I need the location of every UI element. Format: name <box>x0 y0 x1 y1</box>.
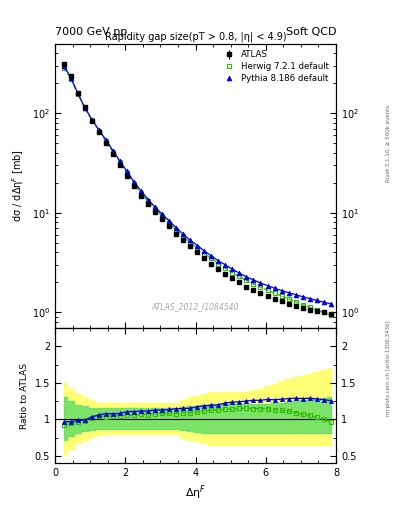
Herwig 7.2.1 default <box>258 284 263 290</box>
Text: 7000 GeV pp: 7000 GeV pp <box>55 27 127 37</box>
Y-axis label: dσ / dΔη$^F$ [mb]: dσ / dΔη$^F$ [mb] <box>10 150 26 222</box>
Herwig 7.2.1 default <box>97 127 101 134</box>
Pythia 8.186 default <box>293 291 298 297</box>
Legend: ATLAS, Herwig 7.2.1 default, Pythia 8.186 default: ATLAS, Herwig 7.2.1 default, Pythia 8.18… <box>218 48 332 85</box>
Pythia 8.186 default <box>265 283 270 289</box>
Pythia 8.186 default <box>300 294 305 300</box>
Herwig 7.2.1 default <box>195 245 200 251</box>
Herwig 7.2.1 default <box>174 227 178 233</box>
Pythia 8.186 default <box>181 231 185 237</box>
Pythia 8.186 default <box>258 280 263 286</box>
Herwig 7.2.1 default <box>237 273 242 280</box>
Y-axis label: Ratio to ATLAS: Ratio to ATLAS <box>20 362 29 429</box>
Pythia 8.186 default <box>153 204 158 210</box>
Pythia 8.186 default <box>83 104 87 111</box>
Herwig 7.2.1 default <box>110 148 115 155</box>
Herwig 7.2.1 default <box>139 190 143 196</box>
Herwig 7.2.1 default <box>146 199 151 205</box>
Herwig 7.2.1 default <box>104 138 108 144</box>
Pythia 8.186 default <box>272 285 277 291</box>
Herwig 7.2.1 default <box>272 290 277 296</box>
Pythia 8.186 default <box>223 262 228 268</box>
Line: Herwig 7.2.1 default: Herwig 7.2.1 default <box>61 66 333 317</box>
Herwig 7.2.1 default <box>300 302 305 308</box>
Pythia 8.186 default <box>97 127 101 133</box>
Herwig 7.2.1 default <box>75 91 80 97</box>
Herwig 7.2.1 default <box>230 270 235 276</box>
Herwig 7.2.1 default <box>167 220 171 226</box>
Herwig 7.2.1 default <box>329 312 333 318</box>
X-axis label: Δη$^F$: Δη$^F$ <box>185 484 206 502</box>
Text: Rivet 3.1.10, ≥ 500k events: Rivet 3.1.10, ≥ 500k events <box>386 105 391 182</box>
Pythia 8.186 default <box>90 117 94 123</box>
Herwig 7.2.1 default <box>307 304 312 310</box>
Herwig 7.2.1 default <box>321 309 326 315</box>
Pythia 8.186 default <box>209 253 214 259</box>
Herwig 7.2.1 default <box>223 265 228 271</box>
Herwig 7.2.1 default <box>118 159 122 165</box>
Pythia 8.186 default <box>139 188 143 194</box>
Title: Rapidity gap size(pT > 0.8, |η| < 4.9): Rapidity gap size(pT > 0.8, |η| < 4.9) <box>105 31 286 42</box>
Herwig 7.2.1 default <box>286 296 291 302</box>
Pythia 8.186 default <box>230 266 235 272</box>
Herwig 7.2.1 default <box>188 240 193 246</box>
Herwig 7.2.1 default <box>251 281 256 287</box>
Pythia 8.186 default <box>279 287 284 293</box>
Pythia 8.186 default <box>321 299 326 305</box>
Pythia 8.186 default <box>132 179 136 185</box>
Herwig 7.2.1 default <box>279 293 284 299</box>
Pythia 8.186 default <box>195 243 200 249</box>
Pythia 8.186 default <box>61 62 66 69</box>
Pythia 8.186 default <box>329 301 333 307</box>
Herwig 7.2.1 default <box>202 250 207 257</box>
Herwig 7.2.1 default <box>265 287 270 293</box>
Herwig 7.2.1 default <box>153 206 158 212</box>
Herwig 7.2.1 default <box>68 76 73 82</box>
Pythia 8.186 default <box>188 237 193 243</box>
Pythia 8.186 default <box>167 218 171 224</box>
Pythia 8.186 default <box>68 74 73 80</box>
Herwig 7.2.1 default <box>293 298 298 305</box>
Pythia 8.186 default <box>216 258 221 264</box>
Text: Soft QCD: Soft QCD <box>286 27 336 37</box>
Pythia 8.186 default <box>202 248 207 254</box>
Herwig 7.2.1 default <box>125 170 129 176</box>
Pythia 8.186 default <box>174 225 178 231</box>
Pythia 8.186 default <box>110 147 115 154</box>
Herwig 7.2.1 default <box>90 117 94 123</box>
Herwig 7.2.1 default <box>244 278 249 284</box>
Herwig 7.2.1 default <box>181 233 185 240</box>
Pythia 8.186 default <box>75 90 80 96</box>
Pythia 8.186 default <box>286 290 291 296</box>
Pythia 8.186 default <box>125 168 129 175</box>
Herwig 7.2.1 default <box>132 181 136 187</box>
Pythia 8.186 default <box>160 211 165 217</box>
Herwig 7.2.1 default <box>216 261 221 267</box>
Herwig 7.2.1 default <box>160 213 165 219</box>
Text: ATLAS_2012_I1084540: ATLAS_2012_I1084540 <box>152 302 239 311</box>
Pythia 8.186 default <box>244 274 249 280</box>
Herwig 7.2.1 default <box>209 255 214 261</box>
Pythia 8.186 default <box>251 277 256 283</box>
Pythia 8.186 default <box>104 137 108 143</box>
Herwig 7.2.1 default <box>83 105 87 111</box>
Pythia 8.186 default <box>237 270 242 276</box>
Herwig 7.2.1 default <box>61 65 66 71</box>
Pythia 8.186 default <box>314 297 319 304</box>
Line: Pythia 8.186 default: Pythia 8.186 default <box>61 63 333 306</box>
Text: mcplots.cern.ch [arXiv:1306.3436]: mcplots.cern.ch [arXiv:1306.3436] <box>386 321 391 416</box>
Herwig 7.2.1 default <box>314 307 319 313</box>
Pythia 8.186 default <box>146 197 151 203</box>
Pythia 8.186 default <box>118 158 122 164</box>
Pythia 8.186 default <box>307 295 312 302</box>
